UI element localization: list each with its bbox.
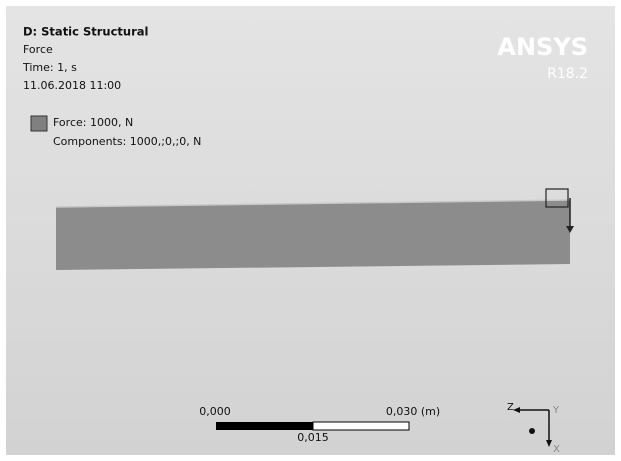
page: {"header": {"title": "D: Static Structur…: [0, 0, 621, 461]
legend-label: Force: 1000, N: [53, 116, 133, 129]
scale-start: 0,000: [199, 405, 231, 418]
triad-z-label: Z: [507, 402, 514, 413]
beam: [56, 200, 570, 270]
legend-swatch: [31, 116, 47, 131]
logo-version: R18.2: [547, 66, 588, 82]
viewport: D: Static Structural Force Time: 1, s 11…: [0, 0, 621, 461]
scale-middle: 0,015: [297, 431, 329, 444]
scale-bar-black: [216, 422, 313, 430]
scale-end: 0,030 (m): [386, 405, 440, 418]
logo-brand: ANSYS: [497, 33, 588, 61]
triad-x-label: X: [553, 444, 560, 455]
header-title: D: Static Structural: [23, 25, 148, 39]
legend-components: Components: 1000,;0,;0, N: [53, 135, 201, 148]
scale-bar-white: [313, 422, 409, 430]
header-line: Time: 1, s: [22, 61, 77, 74]
header-line: Force: [23, 43, 53, 56]
triad-origin: [529, 428, 535, 434]
header-line: 11.06.2018 11:00: [23, 79, 121, 92]
triad-y-label: Y: [552, 405, 560, 416]
